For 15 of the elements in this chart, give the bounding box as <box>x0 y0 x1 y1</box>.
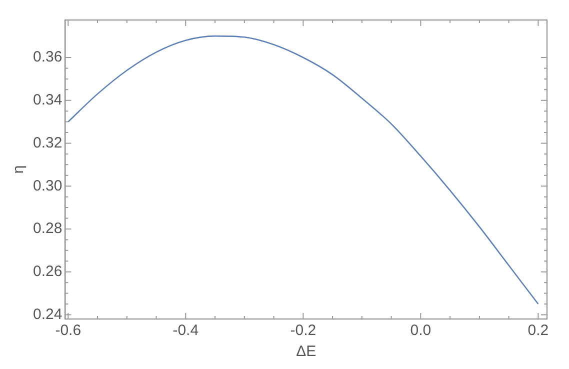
x-tick-label: -0.4 <box>172 322 199 340</box>
y-axis-title: η <box>10 165 28 174</box>
x-tick-label: 0.0 <box>410 322 432 340</box>
line-series <box>67 35 539 305</box>
y-tick-label: 0.30 <box>32 177 62 194</box>
x-axis-title: ΔE <box>296 343 316 360</box>
y-tick-label: 0.36 <box>32 48 62 66</box>
y-tick-label: 0.34 <box>32 92 62 109</box>
y-tick-label: 0.32 <box>32 134 62 152</box>
x-tick-label: -0.2 <box>290 322 316 340</box>
y-tick-label: 0.24 <box>32 306 62 323</box>
y-tick-label: 0.26 <box>32 262 62 280</box>
y-tick-label: 0.28 <box>32 220 62 238</box>
x-tick-label: -0.6 <box>55 322 82 340</box>
x-tick-label: 0.2 <box>528 322 549 340</box>
